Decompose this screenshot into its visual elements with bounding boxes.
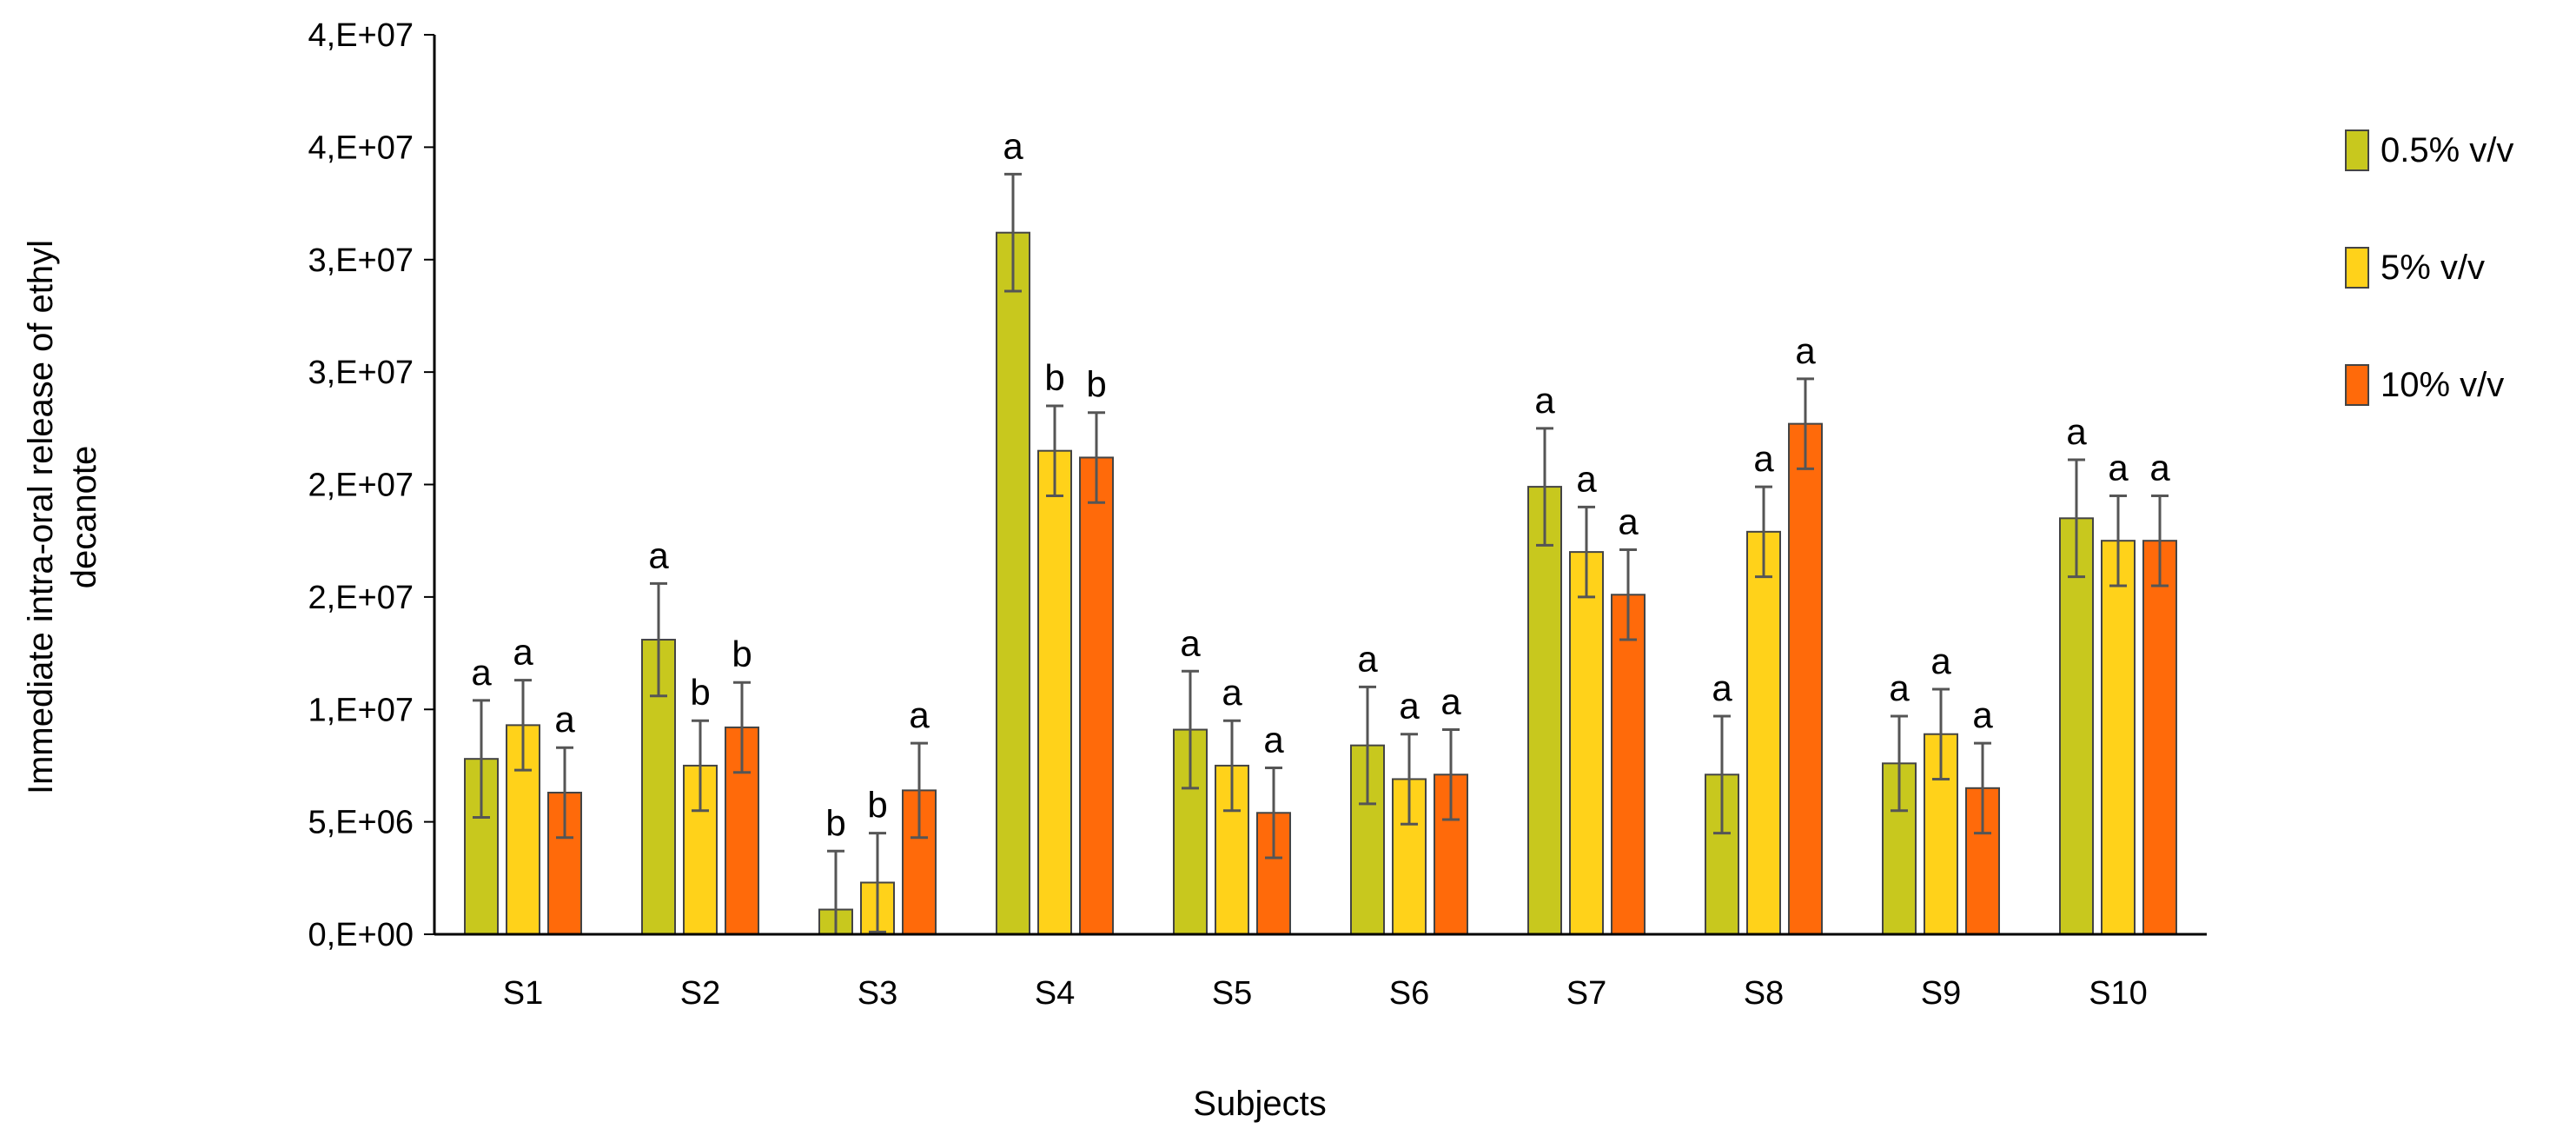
significance-label: a (648, 534, 669, 575)
significance-label: a (1003, 125, 1023, 166)
significance-label: a (1440, 681, 1461, 722)
error-bars (473, 172, 2169, 936)
bar (1788, 422, 1823, 935)
x-tick-label: S10 (2089, 975, 2148, 1012)
significance-label: a (1618, 501, 1639, 542)
bar (2059, 517, 2094, 935)
bar (1037, 449, 1072, 935)
y-tick-label: 2,E+07 (308, 580, 414, 616)
significance-label: b (690, 672, 710, 713)
y-tick-label: 4,E+07 (308, 17, 414, 54)
significance-label: a (554, 699, 575, 740)
significance-label: a (1399, 686, 1420, 727)
bar (1611, 594, 1646, 935)
significance-label: a (2066, 411, 2087, 452)
significance-label: b (1044, 357, 1064, 398)
x-tick-label: S1 (503, 975, 543, 1012)
significance-label: b (825, 802, 845, 843)
significance-label: b (1086, 364, 1106, 405)
legend-label: 0.5% v/v (2381, 131, 2513, 169)
x-tick-label: S4 (1035, 975, 1075, 1012)
significance-label: a (513, 632, 533, 673)
significance-label: b (867, 785, 887, 826)
significance-label: a (1930, 641, 1951, 681)
significance-label: a (1222, 672, 1242, 713)
significance-label: a (1712, 667, 1732, 708)
bar (1392, 778, 1427, 936)
significance-label: a (2149, 447, 2170, 488)
bar (1569, 551, 1604, 935)
y-axis-title: Immediate intra-oral release of ethyl de… (22, 240, 103, 794)
legend-label: 10% v/v (2381, 366, 2504, 404)
bar (2101, 540, 2136, 935)
significance-label: a (1180, 622, 1201, 663)
y-axis-title-line-2: decanote (65, 446, 103, 589)
x-tick-label: S8 (1744, 975, 1784, 1012)
y-tick-label: 1,E+07 (308, 692, 414, 728)
legend-label: 5% v/v (2381, 249, 2485, 287)
legend-swatch (2345, 247, 2369, 289)
bar (996, 231, 1030, 935)
significance-label: a (1576, 458, 1597, 499)
bars (464, 231, 2177, 936)
bar (1527, 486, 1562, 935)
x-axis-ticks: S1 S2 S3 S4 S5 S6 S7 S8 S9 S10 (503, 975, 2148, 1012)
y-tick-label: 3,E+07 (308, 242, 414, 279)
significance-label: a (1534, 380, 1555, 421)
y-tick-label: 0,E+00 (308, 917, 414, 953)
significance-label: a (1972, 694, 1993, 735)
bar (1079, 456, 1114, 935)
x-axis-title: Subjects (1193, 1085, 1326, 1123)
significance-label: a (1753, 438, 1774, 479)
y-axis-title-line-1: Immediate intra-oral release of ethyl (22, 240, 60, 794)
x-tick-label: S6 (1389, 975, 1429, 1012)
significance-label: a (1357, 638, 1378, 679)
legend: 0.5% v/v 5% v/v 10% v/v (2345, 129, 2513, 406)
x-tick-label: S3 (858, 975, 897, 1012)
y-axis-ticks: 0,E+00 5,E+06 1,E+07 2,E+07 2,E+07 3,E+07 3,E+… (308, 17, 434, 953)
y-tick-label: 4,E+07 (308, 129, 414, 166)
x-tick-label: S5 (1212, 975, 1252, 1012)
bar (1746, 530, 1781, 936)
axes (433, 35, 2207, 936)
significance-label: b (732, 634, 752, 674)
bar (2142, 540, 2177, 935)
significance-label: a (1795, 330, 1816, 371)
y-tick-label: 2,E+07 (308, 468, 414, 504)
x-tick-label: S7 (1566, 975, 1606, 1012)
significance-label: a (1889, 667, 1910, 708)
x-tick-label: S9 (1921, 975, 1961, 1012)
x-tick-label: S2 (680, 975, 720, 1012)
legend-swatch (2345, 129, 2369, 171)
significance-label: a (2108, 447, 2129, 488)
significance-label: a (1263, 720, 1284, 760)
y-tick-label: 5,E+06 (308, 805, 414, 841)
y-tick-label: 3,E+07 (308, 355, 414, 391)
significance-label: a (471, 652, 492, 693)
legend-swatch (2345, 364, 2369, 406)
significance-label: a (909, 694, 930, 735)
